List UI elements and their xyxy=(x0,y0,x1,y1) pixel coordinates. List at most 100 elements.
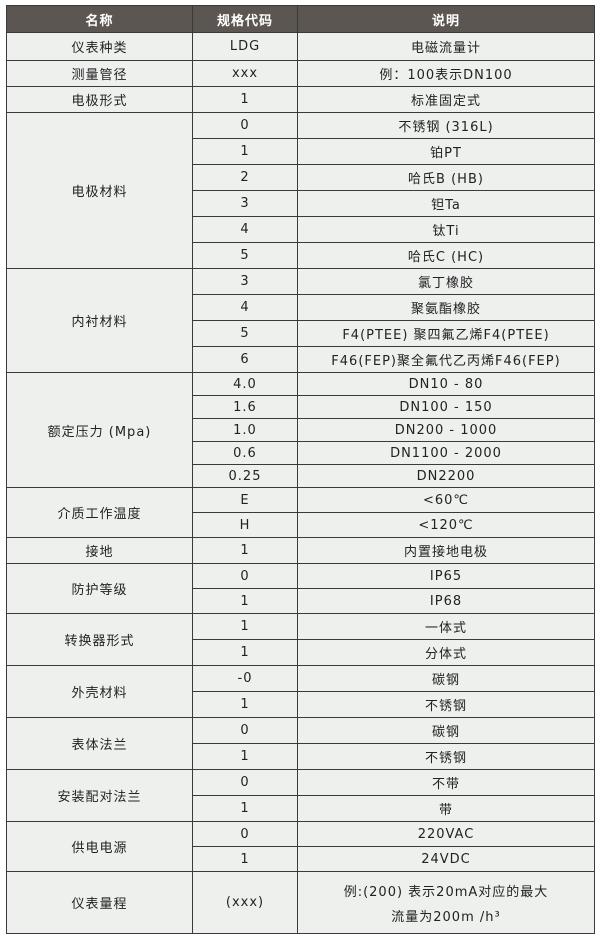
spec-code: 1 xyxy=(192,846,298,872)
table-row: 内衬材料 3 氯丁橡胶 xyxy=(6,268,595,373)
table-row: 转换器形式 1 一体式 xyxy=(6,613,595,666)
spec-desc: 不带 xyxy=(297,769,595,796)
spec-code: 0.25 xyxy=(192,464,298,488)
table-row: 安装配对法兰 0 不带 xyxy=(6,769,595,822)
spec-desc: DN2200 xyxy=(297,464,595,488)
spec-code: 4 xyxy=(192,294,298,321)
spec-code: 0 xyxy=(192,717,298,744)
spec-desc: <120℃ xyxy=(297,512,595,538)
spec-code: 5 xyxy=(192,320,298,347)
spec-name: 表体法兰 xyxy=(6,717,193,770)
table-row: 1 分体式 xyxy=(7,639,595,666)
header-row: 名称 规格代码 说明 xyxy=(6,5,595,33)
table-row: 仪表种类 LDG 电磁流量计 xyxy=(6,32,595,61)
header-desc: 说明 xyxy=(297,5,595,33)
spec-code: 2 xyxy=(192,164,298,191)
table-row: 1 IP68 xyxy=(7,588,595,614)
spec-desc: DN200 - 1000 xyxy=(297,418,595,442)
spec-name: 安装配对法兰 xyxy=(6,769,193,822)
spec-code: 1 xyxy=(192,138,298,165)
spec-name: 电极形式 xyxy=(6,86,193,113)
spec-code: 3 xyxy=(192,190,298,217)
spec-name: 外壳材料 xyxy=(6,665,193,718)
spec-code: 1 xyxy=(192,639,298,666)
spec-desc: 220VAC xyxy=(297,821,595,847)
spec-code: 6 xyxy=(192,346,298,373)
spec-desc-line: 流量为200m /h³ xyxy=(391,909,501,925)
spec-code: 1.0 xyxy=(192,418,298,442)
table-row: 1.6 DN100 - 150 xyxy=(7,395,595,419)
spec-code: LDG xyxy=(192,32,298,61)
table-row: 防护等级 0 IP65 xyxy=(6,563,595,614)
spec-code: xxx xyxy=(192,60,298,87)
table-row: 表体法兰 0 碳钢 xyxy=(6,717,595,770)
header-code: 规格代码 xyxy=(192,5,298,33)
spec-code: 1.6 xyxy=(192,395,298,419)
spec-code: 0.6 xyxy=(192,441,298,465)
spec-code: 0 xyxy=(192,821,298,847)
table-row: 仪表量程 (xxx) 例:(200) 表示20mA对应的最大 流量为200m /h³ xyxy=(6,871,595,934)
spec-desc: F46(FEP)聚全氟代乙丙烯F46(FEP) xyxy=(297,346,595,373)
spec-code: E xyxy=(192,487,298,513)
spec-desc: 氯丁橡胶 xyxy=(297,268,595,295)
spec-desc: DN1100 - 2000 xyxy=(297,441,595,465)
spec-desc: 哈氏C (HC) xyxy=(297,242,595,269)
spec-code: 1 xyxy=(192,691,298,718)
table-row: 介质工作温度 E <60℃ xyxy=(6,487,595,538)
spec-desc: IP65 xyxy=(297,563,595,589)
spec-code: H xyxy=(192,512,298,538)
table-row: 电极形式 1 标准固定式 xyxy=(6,86,595,113)
spec-code: 1 xyxy=(192,613,298,640)
spec-code: 3 xyxy=(192,268,298,295)
spec-desc: 不锈钢 xyxy=(297,743,595,770)
spec-desc-line: 例:(200) 表示20mA对应的最大 xyxy=(343,884,549,900)
spec-name: 电极材料 xyxy=(6,112,193,269)
spec-desc: 电磁流量计 xyxy=(297,32,595,61)
spec-code: 5 xyxy=(192,242,298,269)
spec-desc: DN10 - 80 xyxy=(297,372,595,396)
spec-desc: IP68 xyxy=(297,588,595,614)
table-row: 1 不锈钢 xyxy=(7,743,595,770)
spec-desc: 碳钢 xyxy=(297,665,595,692)
spec-desc: 例:(200) 表示20mA对应的最大 流量为200m /h³ xyxy=(297,871,595,934)
spec-code: 0 xyxy=(192,563,298,589)
spec-name: 仪表量程 xyxy=(6,871,193,934)
table-row: 2 哈氏B (HB) xyxy=(7,164,595,191)
table-row: 1.0 DN200 - 1000 xyxy=(7,418,595,442)
table-row: 供电电源 0 220VAC xyxy=(6,821,595,872)
spec-desc: 碳钢 xyxy=(297,717,595,744)
spec-name: 测量管径 xyxy=(6,60,193,87)
table-row: 额定压力 (Mpa) 4.0 DN10 - 80 xyxy=(6,372,595,488)
spec-desc: 铂PT xyxy=(297,138,595,165)
spec-table: 名称 规格代码 说明 仪表种类 LDG 电磁流量计 测量管径 xxx 例：100表示DN1… xyxy=(6,5,595,934)
table-row: 1 24VDC xyxy=(7,846,595,872)
table-row: 4 聚氨酯橡胶 xyxy=(7,294,595,321)
spec-desc: 24VDC xyxy=(297,846,595,872)
spec-desc: 哈氏B (HB) xyxy=(297,164,595,191)
table-row: 4 钛Ti xyxy=(7,216,595,243)
spec-name: 防护等级 xyxy=(6,563,193,614)
spec-desc: 不锈钢 (316L) xyxy=(297,112,595,139)
spec-code: 1 xyxy=(192,795,298,822)
spec-desc: 一体式 xyxy=(297,613,595,640)
table-row: 5 F4(PTEE) 聚四氟乙烯F4(PTEE) xyxy=(7,320,595,347)
table-row: 6 F46(FEP)聚全氟代乙丙烯F46(FEP) xyxy=(7,346,595,373)
spec-code: 1 xyxy=(192,743,298,770)
spec-desc: 钛Ti xyxy=(297,216,595,243)
spec-name: 供电电源 xyxy=(6,821,193,872)
spec-desc: 内置接地电极 xyxy=(297,537,595,564)
spec-desc: F4(PTEE) 聚四氟乙烯F4(PTEE) xyxy=(297,320,595,347)
spec-code: (xxx) xyxy=(192,871,298,934)
spec-name: 接地 xyxy=(6,537,193,564)
spec-name: 仪表种类 xyxy=(6,32,193,61)
spec-code: 1 xyxy=(192,86,298,113)
spec-code: -0 xyxy=(192,665,298,692)
spec-code: 0 xyxy=(192,769,298,796)
table-row: 接地 1 内置接地电极 xyxy=(6,537,595,564)
spec-code: 1 xyxy=(192,588,298,614)
spec-code: 1 xyxy=(192,537,298,564)
spec-code: 4 xyxy=(192,216,298,243)
table-row: 电极材料 0 不锈钢 (316L) xyxy=(6,112,595,269)
spec-desc: 带 xyxy=(297,795,595,822)
spec-desc: 聚氨酯橡胶 xyxy=(297,294,595,321)
